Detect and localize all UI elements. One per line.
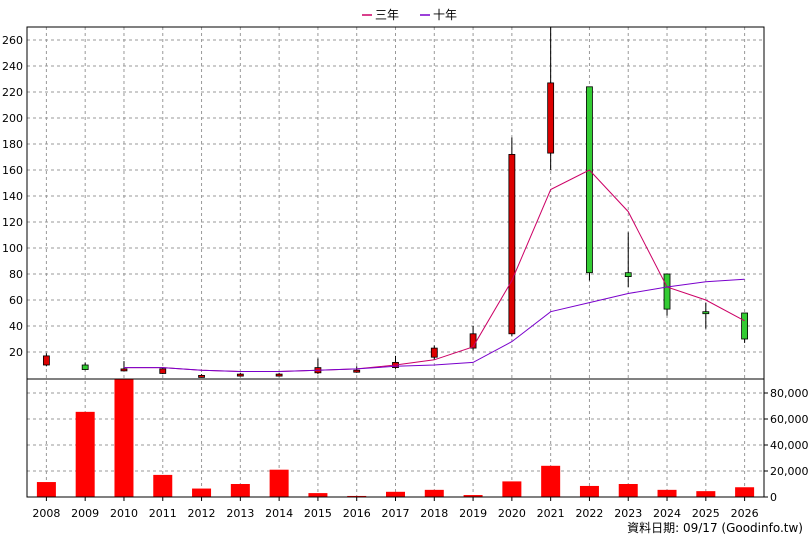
volume-bar: [36, 482, 56, 497]
x-tick-label: 2022: [575, 507, 603, 520]
candle-body: [741, 312, 749, 340]
price-tick-label: 60: [9, 294, 23, 307]
candle-body: [275, 373, 283, 377]
legend-label: 三年: [375, 8, 399, 22]
x-tick-label: 2017: [382, 507, 410, 520]
axes: 20 40 60 80 100 120 140 160 180 200 220 240 260 0 20,0…: [2, 26, 808, 520]
volume-bar: [153, 474, 173, 497]
candle-body: [81, 364, 89, 370]
volume-bar: [230, 484, 250, 497]
x-tick-label: 2011: [149, 507, 177, 520]
x-tick-label: 2025: [692, 507, 720, 520]
candle-body: [663, 273, 671, 310]
volume-bar: [114, 378, 134, 497]
candle-body: [508, 153, 516, 335]
volume-tick-label: 40,000: [770, 439, 808, 452]
volume-bar: [463, 495, 483, 497]
candle-body: [120, 368, 128, 372]
candle-body: [702, 311, 710, 315]
volume-bar: [308, 493, 328, 497]
volume-bar: [696, 491, 716, 497]
price-tick-label: 200: [2, 112, 23, 125]
grid: [27, 27, 764, 497]
x-tick-label: 2021: [537, 507, 565, 520]
x-tick-label: 2009: [71, 507, 99, 520]
candle-body: [236, 373, 244, 377]
candle-body: [159, 368, 167, 374]
volume-tick-label: 0: [770, 491, 777, 504]
price-tick-label: 160: [2, 164, 23, 177]
candle-body: [353, 369, 361, 373]
x-tick-label: 2014: [265, 507, 293, 520]
volume-bar: [347, 495, 367, 497]
volume-bar: [657, 489, 677, 497]
volume-tick-label: 20,000: [770, 465, 808, 478]
x-tick-label: 2008: [32, 507, 60, 520]
x-tick-label: 2019: [459, 507, 487, 520]
x-tick-label: 2020: [498, 507, 526, 520]
x-tick-label: 2018: [420, 507, 448, 520]
footer-source: 資料日期: 09/17 (Goodinfo.tw): [627, 521, 803, 535]
x-tick-label: 2016: [343, 507, 371, 520]
volume-bar: [541, 465, 561, 497]
volume-bars: [36, 378, 755, 497]
volume-bar: [386, 491, 405, 497]
volume-bar: [269, 469, 289, 497]
volume-bar: [75, 411, 95, 497]
x-tick-label: 2015: [304, 507, 332, 520]
price-tick-label: 220: [2, 86, 23, 99]
legend-label: 十年: [433, 8, 457, 22]
price-tick-label: 240: [2, 60, 23, 73]
volume-bar: [502, 481, 522, 497]
volume-bar: [735, 487, 755, 497]
volume-tick-label: 80,000: [770, 387, 808, 400]
x-tick-label: 2012: [188, 507, 216, 520]
x-tick-label: 2024: [653, 507, 681, 520]
candle-body: [624, 272, 632, 278]
volume-tick-label: 60,000: [770, 413, 808, 426]
line-ten-year: [124, 278, 745, 372]
price-tick-label: 120: [2, 216, 23, 229]
volume-bar: [424, 489, 444, 497]
volume-bar: [192, 488, 212, 497]
price-tick-label: 20: [9, 346, 23, 359]
price-tick-label: 180: [2, 138, 23, 151]
candle-body: [42, 355, 50, 366]
moving-average-lines: [124, 169, 745, 372]
price-tick-label: 40: [9, 320, 23, 333]
x-tick-label: 2026: [731, 507, 759, 520]
price-tick-label: 260: [2, 34, 23, 47]
price-tick-label: 80: [9, 268, 23, 281]
price-tick-label: 100: [2, 242, 23, 255]
legend: 三年 十年: [362, 8, 457, 22]
candle-body: [586, 86, 593, 274]
candle-body: [547, 82, 555, 154]
x-tick-label: 2023: [614, 507, 642, 520]
volume-bar: [618, 484, 638, 497]
x-tick-label: 2010: [110, 507, 138, 520]
price-tick-label: 140: [2, 190, 23, 203]
candle-body: [430, 347, 438, 358]
x-tick-label: 2013: [226, 507, 254, 520]
candle-body: [198, 374, 205, 378]
volume-bar: [579, 485, 599, 497]
